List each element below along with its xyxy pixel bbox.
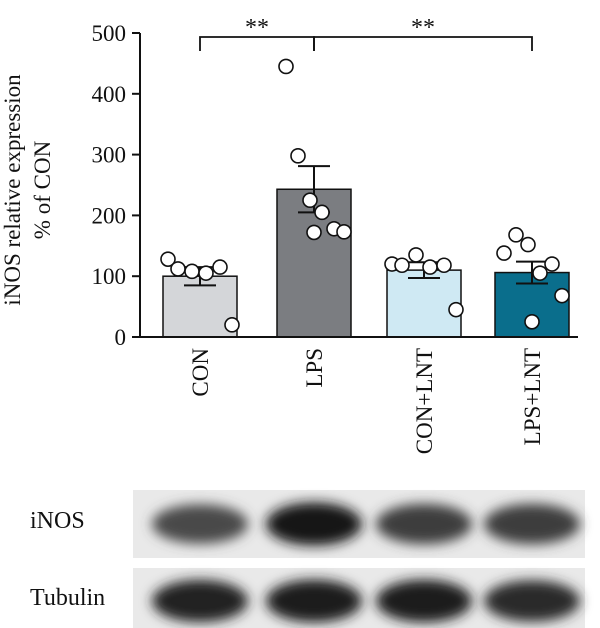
blot-tubulin [133, 568, 585, 628]
data-point [184, 263, 200, 280]
data-point [554, 287, 570, 304]
x-category-label: CON+LNT [412, 348, 437, 454]
blot-label-tubulin: Tubulin [30, 585, 106, 611]
data-point [520, 236, 536, 253]
data-point [224, 317, 240, 333]
data-point [436, 257, 452, 274]
significance-label: ** [411, 15, 435, 41]
blot-band [376, 503, 472, 545]
blot-band [484, 580, 580, 622]
x-category-label: CON [188, 348, 213, 397]
blot-band [266, 579, 362, 623]
y-tick-label: 400 [92, 82, 127, 107]
data-point [532, 265, 548, 281]
data-point [302, 192, 318, 208]
data-point [448, 301, 464, 318]
data-point [508, 227, 524, 243]
significance-label: ** [245, 15, 269, 41]
blot-band [376, 579, 472, 623]
data-point [314, 204, 330, 221]
data-point [290, 148, 306, 164]
blot-band [266, 502, 362, 546]
data-point [170, 261, 186, 277]
data-point [306, 224, 322, 241]
data-point [336, 224, 352, 240]
blot-band [152, 579, 248, 623]
data-point [198, 265, 214, 281]
data-point [544, 256, 560, 272]
data-point [278, 58, 294, 75]
y-axis-title-line1: iNOS relative expression [0, 74, 25, 306]
y-axis-title-line2: % of CON [30, 140, 55, 239]
data-point [422, 259, 438, 275]
data-point [394, 257, 410, 274]
data-point [496, 245, 512, 261]
data-point [408, 247, 424, 263]
x-category-label: LPS+LNT [520, 348, 545, 445]
bar-lps [276, 188, 352, 338]
blot-band [484, 503, 580, 545]
bar-con-lnt [386, 269, 462, 338]
blot-inos [133, 490, 585, 558]
blot-band [152, 504, 248, 544]
data-point [524, 313, 540, 330]
data-point [160, 251, 176, 267]
y-tick-label: 500 [92, 21, 127, 46]
y-tick-label: 0 [115, 325, 127, 350]
x-category-label: LPS [302, 348, 327, 388]
blot-label-inos: iNOS [30, 508, 85, 534]
data-point [212, 259, 228, 275]
y-tick-label: 300 [92, 143, 127, 168]
y-tick-label: 200 [92, 203, 127, 228]
significance-bracket [313, 36, 533, 51]
y-tick-label: 100 [92, 264, 127, 289]
plot-area: 0 100 200 300 400 500 iNOS relative expression… [0, 15, 578, 454]
